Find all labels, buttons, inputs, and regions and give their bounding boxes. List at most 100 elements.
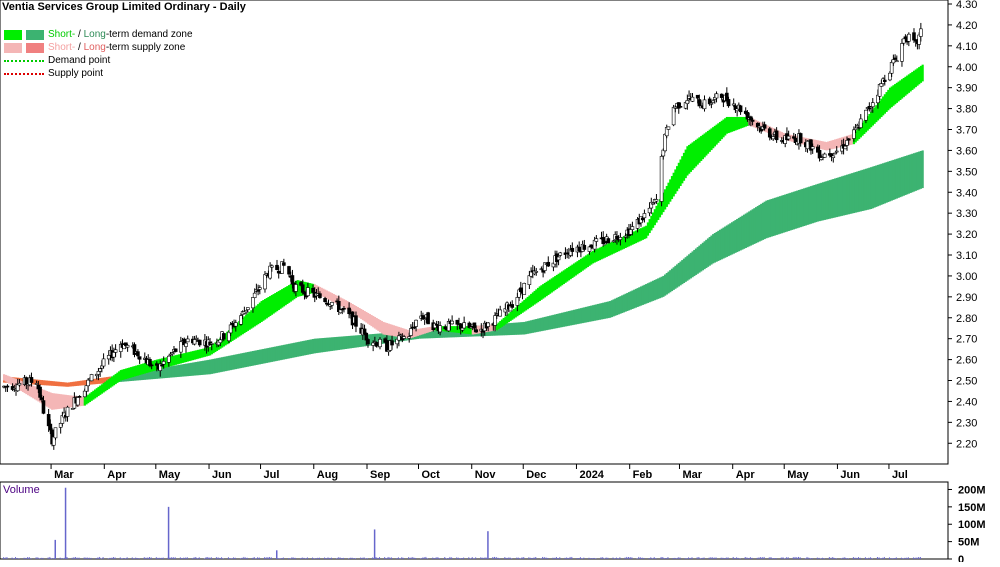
volume-bar: [145, 557, 147, 559]
volume-bar: [459, 558, 461, 559]
short-term-zone-slice: [332, 293, 335, 303]
long-term-zone-slice: [148, 369, 152, 380]
long-term-zone-slice: [104, 377, 107, 384]
short-term-zone-slice: [451, 326, 454, 333]
long-term-zone-slice: [715, 231, 718, 262]
long-term-zone-slice: [514, 322, 517, 335]
long-term-zone-slice: [878, 164, 881, 206]
long-term-zone-slice: [372, 334, 375, 346]
volume-bar: [191, 558, 193, 559]
candle-body: [817, 149, 822, 159]
long-term-zone-slice: [166, 366, 169, 378]
candle-body: [695, 94, 700, 99]
volume-bar: [207, 556, 209, 559]
long-term-zone-slice: [219, 357, 222, 373]
short-term-zone-slice: [440, 326, 444, 332]
candle-body: [546, 261, 551, 267]
candle-body: [771, 136, 775, 140]
short-term-zone-slice: [720, 120, 723, 140]
short-term-zone-slice: [888, 87, 892, 109]
short-term-zone-slice: [47, 391, 50, 408]
candle-body: [167, 355, 171, 363]
long-term-zone-slice: [782, 195, 785, 233]
short-term-zone-slice: [179, 353, 183, 364]
long-term-zone-slice: [507, 323, 510, 336]
long-term-zone-slice: [569, 310, 572, 326]
short-term-zone-slice: [384, 322, 387, 335]
volume-bar: [251, 557, 253, 559]
candle-body: [527, 275, 532, 285]
short-term-zone-slice: [265, 298, 268, 319]
long-term-zone-slice: [239, 353, 243, 369]
long-term-zone-slice: [51, 381, 54, 386]
candle-body: [853, 127, 858, 130]
candle-body: [270, 265, 274, 268]
short-term-zone-slice: [542, 284, 545, 299]
long-term-zone-slice: [547, 316, 550, 330]
volume-bar: [445, 558, 447, 559]
long-term-zone-slice: [186, 363, 189, 377]
short-term-zone-slice: [277, 291, 280, 310]
long-term-zone-slice: [32, 379, 35, 385]
long-term-zone-slice: [591, 305, 595, 322]
short-term-zone-slice: [657, 202, 660, 220]
long-term-zone-slice: [368, 334, 371, 346]
long-term-zone-slice: [95, 378, 98, 385]
short-term-zone-slice: [375, 317, 378, 330]
long-term-zone-slice: [198, 361, 201, 376]
long-term-zone-slice: [267, 347, 270, 363]
long-term-zone-slice: [653, 279, 656, 301]
volume-bar: [746, 557, 748, 559]
short-term-zone-slice: [425, 327, 428, 334]
candle-body: [628, 229, 633, 235]
short-term-zone-slice: [765, 124, 768, 133]
candle-body: [900, 43, 904, 62]
volume-bar: [639, 557, 641, 559]
long-term-zone-slice: [518, 322, 521, 335]
long-term-zone-slice: [377, 333, 380, 345]
short-term-zone-slice: [500, 319, 504, 327]
y-tick-label: 2.50: [956, 376, 977, 388]
supply-point-line-icon: [4, 72, 44, 75]
long-term-zone-slice: [746, 212, 749, 248]
short-term-zone-slice: [251, 308, 255, 328]
short-term-zone-slice: [727, 116, 730, 134]
volume-bar: [439, 558, 441, 559]
candle-body: [233, 322, 238, 327]
volume-bar: [11, 557, 13, 559]
volume-bar: [231, 558, 233, 559]
candle-body: [48, 423, 53, 431]
long-term-zone-slice: [667, 271, 670, 294]
long-term-zone-slice: [744, 213, 747, 248]
candle-body: [805, 140, 810, 150]
candle-body: [690, 96, 695, 102]
short-term-zone-slice: [894, 84, 897, 105]
short-term-zone-slice: [112, 375, 116, 386]
long-term-zone-slice: [736, 218, 739, 253]
volume-bar: [816, 557, 818, 559]
long-term-zone-slice: [76, 381, 80, 386]
candle-body: [659, 156, 664, 202]
long-term-zone-slice: [804, 187, 808, 226]
long-term-zone-slice: [895, 158, 899, 199]
short-term-zone-slice: [289, 284, 292, 302]
x-tick-label: Nov: [475, 469, 497, 481]
volume-bar: [375, 557, 377, 559]
volume-bar: [246, 557, 248, 559]
short-term-zone-slice: [330, 293, 334, 302]
volume-bar: [227, 557, 229, 559]
candle-body: [366, 339, 370, 345]
short-term-zone-slice: [4, 374, 7, 382]
volume-bar: [131, 557, 133, 559]
long-term-zone-slice: [832, 179, 835, 218]
volume-bar: [327, 557, 329, 559]
long-term-zone-slice: [500, 323, 504, 336]
long-term-zone-slice: [142, 371, 145, 380]
short-term-zone-slice: [569, 265, 572, 280]
y-tick-label: 3.60: [956, 145, 977, 157]
candle-body: [846, 138, 851, 141]
long-term-zone-slice: [720, 228, 723, 260]
long-term-zone-slice: [571, 310, 574, 326]
short-term-zone-slice: [279, 290, 282, 309]
candle-body: [323, 298, 327, 303]
